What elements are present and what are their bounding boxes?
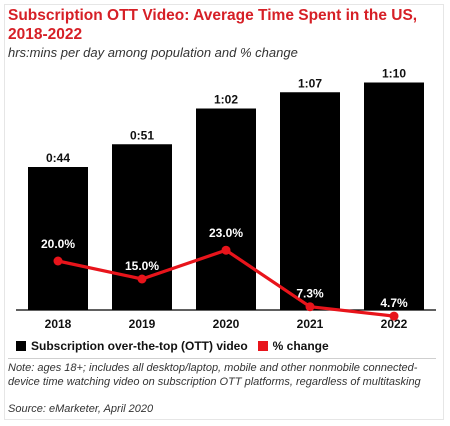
bar-value-label: 1:10 <box>382 67 406 81</box>
legend-label-pct-change: % change <box>272 339 329 353</box>
legend-item-ott: Subscription over-the-top (OTT) video <box>16 339 248 353</box>
pct-change-point-2022 <box>389 311 399 321</box>
x-tick-label: 2022 <box>381 317 408 331</box>
bar-value-label: 1:07 <box>298 76 322 90</box>
footer-divider <box>8 358 436 359</box>
source-note: Source: eMarketer, April 2020 <box>8 403 154 415</box>
x-tick-label: 2018 <box>45 317 72 331</box>
pct-change-point-2019 <box>137 274 147 284</box>
bar-2021 <box>280 92 340 310</box>
bar-2019 <box>112 144 172 310</box>
x-tick-label: 2020 <box>213 317 240 331</box>
bar-value-label: 0:44 <box>46 151 70 165</box>
chart-plot: 0:44 0:51 1:02 1:07 1:10 2018 2019 2020 2021 202… <box>16 67 436 331</box>
legend-swatch-ott <box>16 341 26 351</box>
pct-change-point-2021 <box>305 302 315 312</box>
footnote: Note: ages 18+; includes all desktop/lap… <box>8 362 421 388</box>
pct-change-label: 4.7% <box>380 296 408 310</box>
legend-swatch-pct-change <box>257 341 268 351</box>
bar-2020 <box>196 108 256 310</box>
pct-change-label: 23.0% <box>209 226 243 240</box>
bar-value-label: 1:02 <box>214 93 238 107</box>
legend-item-pct-change: % change <box>257 339 329 353</box>
pct-change-point-2020 <box>221 245 231 255</box>
legend-label-ott: Subscription over-the-top (OTT) video <box>31 339 248 353</box>
x-tick-label: 2019 <box>129 317 156 331</box>
pct-change-label: 20.0% <box>41 237 75 251</box>
bar-value-label: 0:51 <box>130 128 154 142</box>
bar-2018 <box>28 167 88 310</box>
chart-subtitle: hrs:mins per day among population and % … <box>8 45 298 60</box>
pct-change-label: 15.0% <box>125 259 159 273</box>
chart-frame <box>4 4 444 420</box>
chart-title: Subscription OTT Video: Average Time Spe… <box>8 7 418 43</box>
pct-change-point-2018 <box>53 256 63 266</box>
legend: Subscription over-the-top (OTT) video % … <box>16 339 436 353</box>
x-tick-label: 2021 <box>297 317 324 331</box>
pct-change-label: 7.3% <box>296 287 324 301</box>
bar-2022 <box>364 82 424 310</box>
